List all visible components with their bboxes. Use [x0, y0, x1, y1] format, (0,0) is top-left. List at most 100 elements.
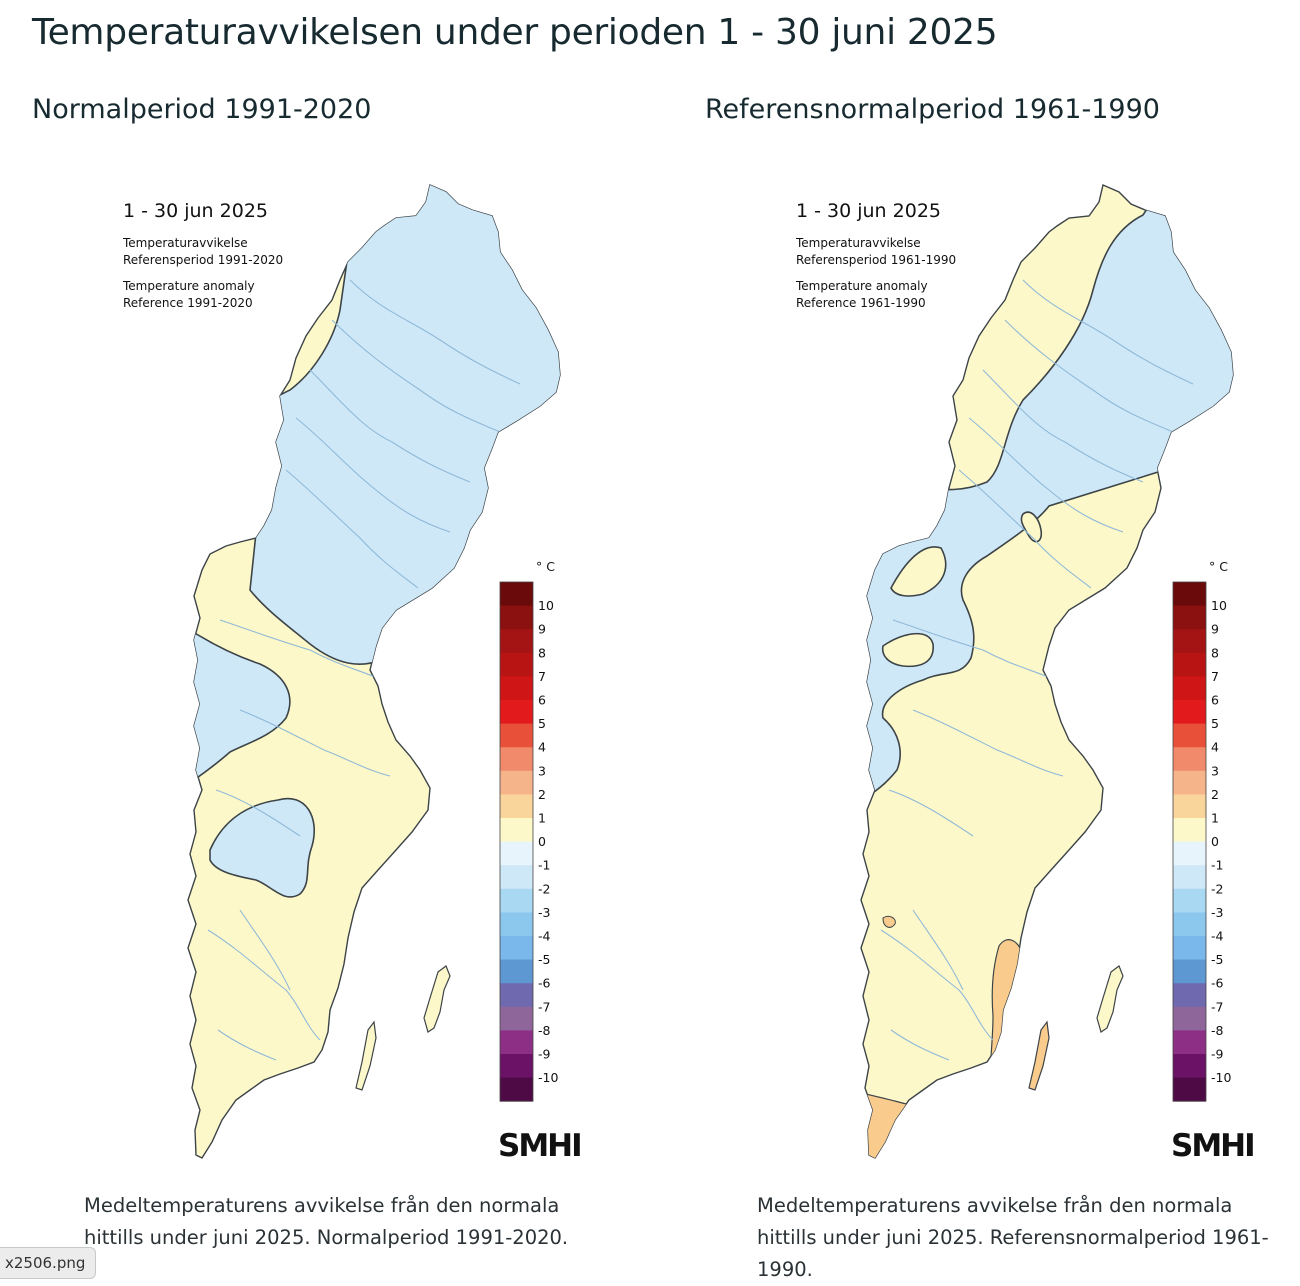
legend-swatch [1173, 770, 1206, 795]
legend-tick-label: 5 [538, 716, 546, 731]
anomaly-0-1-pocket-lake [1020, 511, 1043, 543]
legend-tick-label: 4 [1211, 740, 1219, 755]
map-date-label: 1 - 30 jun 2025 [796, 200, 941, 222]
smhi-logo: SMHI [1171, 1128, 1253, 1164]
anomaly-1-2-east-coast [988, 939, 1025, 1101]
rivers-right [880, 279, 1194, 1061]
legend-tick-label: 8 [538, 645, 546, 660]
legend-swatch [1173, 959, 1206, 984]
panel-title-reference-1961-1990: Referensnormalperiod 1961-1990 [705, 94, 1160, 125]
smhi-logo: SMHI [498, 1128, 580, 1164]
legend-tick-label: 7 [1211, 669, 1219, 684]
caption-normal-1991-2020: Medeltemperaturens avvikelse från den no… [84, 1194, 569, 1249]
map-text-left: 1 - 30 jun 2025 Temperaturavvikelse Refe… [122, 200, 283, 310]
legend-swatch [500, 936, 533, 960]
island-gotland [423, 965, 451, 1033]
anomaly-1-2-spot [882, 915, 896, 928]
legend-swatch [1173, 983, 1206, 1008]
legend-swatch [500, 629, 533, 654]
map-subtitle-sv-1: Temperaturavvikelse [122, 236, 248, 250]
legend-swatch [1173, 794, 1206, 819]
legend-swatch [500, 841, 533, 866]
legend-swatch [1173, 700, 1206, 724]
anomaly-minus1-large [861, 185, 1233, 812]
legend-swatch [500, 1006, 533, 1031]
legend-tick-label: -9 [538, 1047, 551, 1062]
legend-tick-label: -10 [538, 1070, 558, 1085]
legend-swatch [500, 983, 533, 1008]
map-subtitle-sv-1: Temperaturavvikelse [795, 236, 921, 250]
map-subtitle-en-1: Temperature anomaly [122, 279, 255, 293]
legend-swatch [1173, 841, 1206, 866]
legend-swatch [500, 582, 533, 606]
map-subtitle-sv-2: Referensperiod 1961-1990 [796, 253, 956, 267]
legend-tick-label: -7 [538, 999, 550, 1014]
anomaly-map-1961-1990: 1 - 30 jun 2025 Temperaturavvikelse Refe… [795, 184, 1253, 1164]
map-text-right: 1 - 30 jun 2025 Temperaturavvikelse Refe… [795, 200, 956, 310]
legend-tick-label: -8 [538, 1023, 551, 1038]
legend-swatch [1173, 865, 1206, 890]
legend-tick-label: 3 [1211, 763, 1219, 778]
legend-swatch [500, 959, 533, 984]
legend-tick-label: -4 [1211, 929, 1224, 944]
legend-tick-label: -1 [1211, 858, 1223, 873]
legend-tick-label: 5 [1211, 716, 1219, 731]
map-subtitle-en-2: Reference 1961-1990 [796, 296, 926, 310]
legend-swatch [500, 770, 533, 795]
legend-swatch [1173, 1006, 1206, 1031]
legend-swatch [1173, 629, 1206, 654]
island-gotland [1096, 965, 1124, 1033]
legend-swatch [500, 1077, 533, 1102]
map-subtitle-sv-2: Referensperiod 1991-2020 [123, 253, 283, 267]
legend-tick-label: 0 [538, 834, 546, 849]
legend-swatch [1173, 888, 1206, 913]
legend-tick-label: 4 [538, 740, 546, 755]
legend-tick-label: 10 [1211, 598, 1227, 613]
legend-swatch [1173, 1054, 1206, 1078]
legend-swatch [1173, 912, 1206, 937]
legend-tick-label: -3 [538, 905, 550, 920]
legend-tick-label: -2 [538, 881, 550, 896]
legend-tick-label: -6 [538, 976, 551, 991]
map-subtitle-en-2: Reference 1991-2020 [123, 296, 253, 310]
legend-tick-label: 7 [538, 669, 546, 684]
legend-tick-label: -10 [1211, 1070, 1231, 1085]
legend-tick-label: -6 [1211, 976, 1224, 991]
legend-frame [499, 581, 534, 1102]
anomaly-minus1-central [209, 797, 316, 898]
anomaly-minus1-west [188, 628, 291, 786]
legend-swatch [1173, 818, 1206, 842]
island-oland [355, 1020, 377, 1091]
sweden-map-right [860, 184, 1234, 1159]
legend-tick-label: -7 [1211, 999, 1223, 1014]
rivers-left [207, 279, 521, 1061]
legend-swatch [500, 888, 533, 913]
legend-swatch [500, 794, 533, 819]
legend-tick-label: 0 [1211, 834, 1219, 849]
legend-swatch [500, 747, 533, 772]
legend-frame [1172, 581, 1207, 1102]
legend-tick-label: 3 [538, 763, 546, 778]
anomaly-0-1-pocket-west [890, 546, 947, 597]
legend-swatch [1173, 676, 1206, 701]
legend-tick-label: 10 [538, 598, 554, 613]
legend-swatch [1173, 605, 1206, 630]
legend-swatch [1173, 747, 1206, 772]
legend-swatch [500, 818, 533, 842]
legend-swatch [1173, 1077, 1206, 1102]
legend-tick-label: -8 [1211, 1023, 1224, 1038]
legend-swatch [500, 676, 533, 701]
legend-unit-label: ° C [536, 559, 555, 574]
legend-swatch [500, 700, 533, 724]
caption-reference-1961-1990: Medeltemperaturens avvikelse från den no… [757, 1194, 1269, 1281]
legend-swatch [500, 912, 533, 937]
legend-swatch [1173, 652, 1206, 677]
legend-tick-label: 2 [538, 787, 546, 802]
legend-tick-label: -1 [538, 858, 550, 873]
legend-tick-label: -4 [538, 929, 551, 944]
file-name-chip[interactable]: x2506.png [0, 1247, 97, 1279]
legend-tick-label: 8 [1211, 645, 1219, 660]
legend-tick-label: 9 [1211, 622, 1219, 637]
legend-swatch [500, 652, 533, 677]
